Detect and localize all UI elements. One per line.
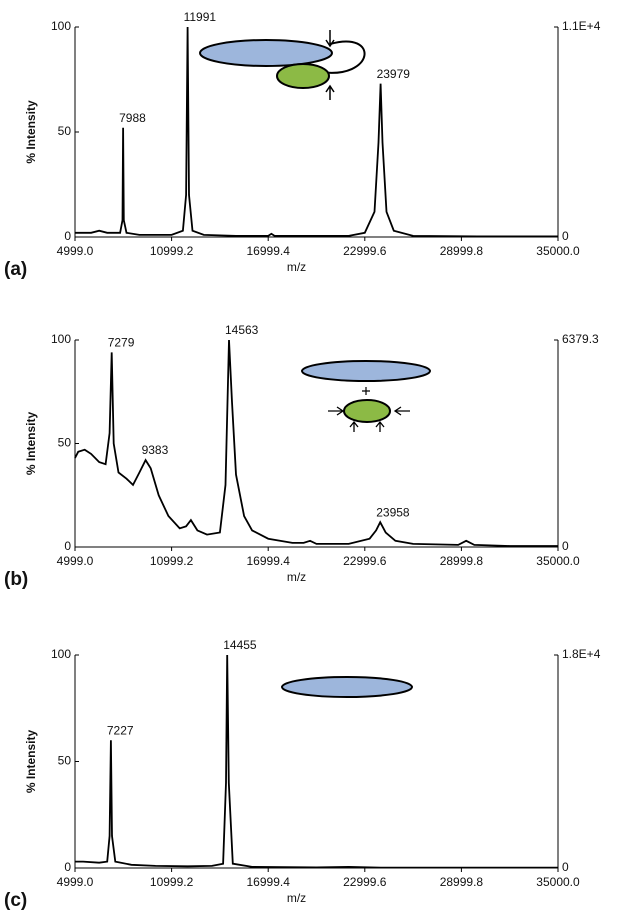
y-tick-label: 50 xyxy=(58,436,72,450)
peak-label: 7988 xyxy=(119,111,146,125)
y-tick-label: 50 xyxy=(58,754,72,768)
y-tick-label: 100 xyxy=(51,332,71,346)
x-axis-label: m/z xyxy=(287,260,306,274)
diagram-b xyxy=(301,360,431,432)
y-axis-label: % Intensity xyxy=(24,412,38,476)
y-axis-label: % Intensity xyxy=(24,730,38,794)
diagram-c xyxy=(281,676,413,698)
peak-label: 14563 xyxy=(225,323,259,337)
spectrum-line xyxy=(74,339,558,547)
y2-tick-label: 0 xyxy=(562,229,569,243)
x-tick-label: 35000.0 xyxy=(536,244,580,258)
x-tick-label: 28999.8 xyxy=(440,244,484,258)
y-tick-label: 100 xyxy=(51,19,71,33)
x-tick-label: 35000.0 xyxy=(536,554,580,568)
y-tick-label: 100 xyxy=(51,647,71,661)
x-tick-label: 16999.4 xyxy=(247,244,291,258)
spectrum-line xyxy=(75,654,558,869)
y2-tick-label: 1.1E+4 xyxy=(562,19,601,33)
y-tick-label: 0 xyxy=(64,539,71,553)
y2-tick-label: 0 xyxy=(562,860,569,874)
peak-label: 7279 xyxy=(108,336,135,350)
y-axis-label: % Intensity xyxy=(24,100,38,164)
panel-label: (c) xyxy=(4,890,27,911)
x-tick-label: 10999.2 xyxy=(150,554,194,568)
x-tick-label: 22999.6 xyxy=(343,244,387,258)
x-axis-label: m/z xyxy=(287,891,306,905)
panel-label: (b) xyxy=(4,569,28,590)
peak-label: 23958 xyxy=(376,505,410,519)
x-tick-label: 28999.8 xyxy=(440,554,484,568)
x-tick-label: 4999.0 xyxy=(57,875,94,889)
panel-label: (a) xyxy=(4,259,27,280)
x-tick-label: 16999.4 xyxy=(247,554,291,568)
peak-label: 9383 xyxy=(142,443,169,457)
x-axis-label: m/z xyxy=(287,570,306,584)
x-tick-label: 35000.0 xyxy=(536,875,580,889)
peak-label: 14455 xyxy=(223,638,257,652)
x-tick-label: 22999.6 xyxy=(343,875,387,889)
peak-label: 11991 xyxy=(184,10,217,24)
x-tick-label: 10999.2 xyxy=(150,875,194,889)
y-tick-label: 0 xyxy=(64,229,71,243)
y2-tick-label: 0 xyxy=(562,539,569,553)
peak-label: 7227 xyxy=(107,723,134,737)
x-tick-label: 10999.2 xyxy=(150,244,194,258)
y-tick-label: 0 xyxy=(64,860,71,874)
x-tick-label: 22999.6 xyxy=(343,554,387,568)
diagram-a xyxy=(199,30,366,100)
x-tick-label: 4999.0 xyxy=(57,554,94,568)
peak-label: 23979 xyxy=(377,67,411,81)
x-tick-label: 4999.0 xyxy=(57,244,94,258)
spectrum-line xyxy=(75,26,558,238)
y2-tick-label: 1.8E+4 xyxy=(562,647,601,661)
x-tick-label: 28999.8 xyxy=(440,875,484,889)
y2-tick-label: 6379.3 xyxy=(562,332,599,346)
y-tick-label: 50 xyxy=(58,124,72,138)
x-tick-label: 16999.4 xyxy=(247,875,291,889)
